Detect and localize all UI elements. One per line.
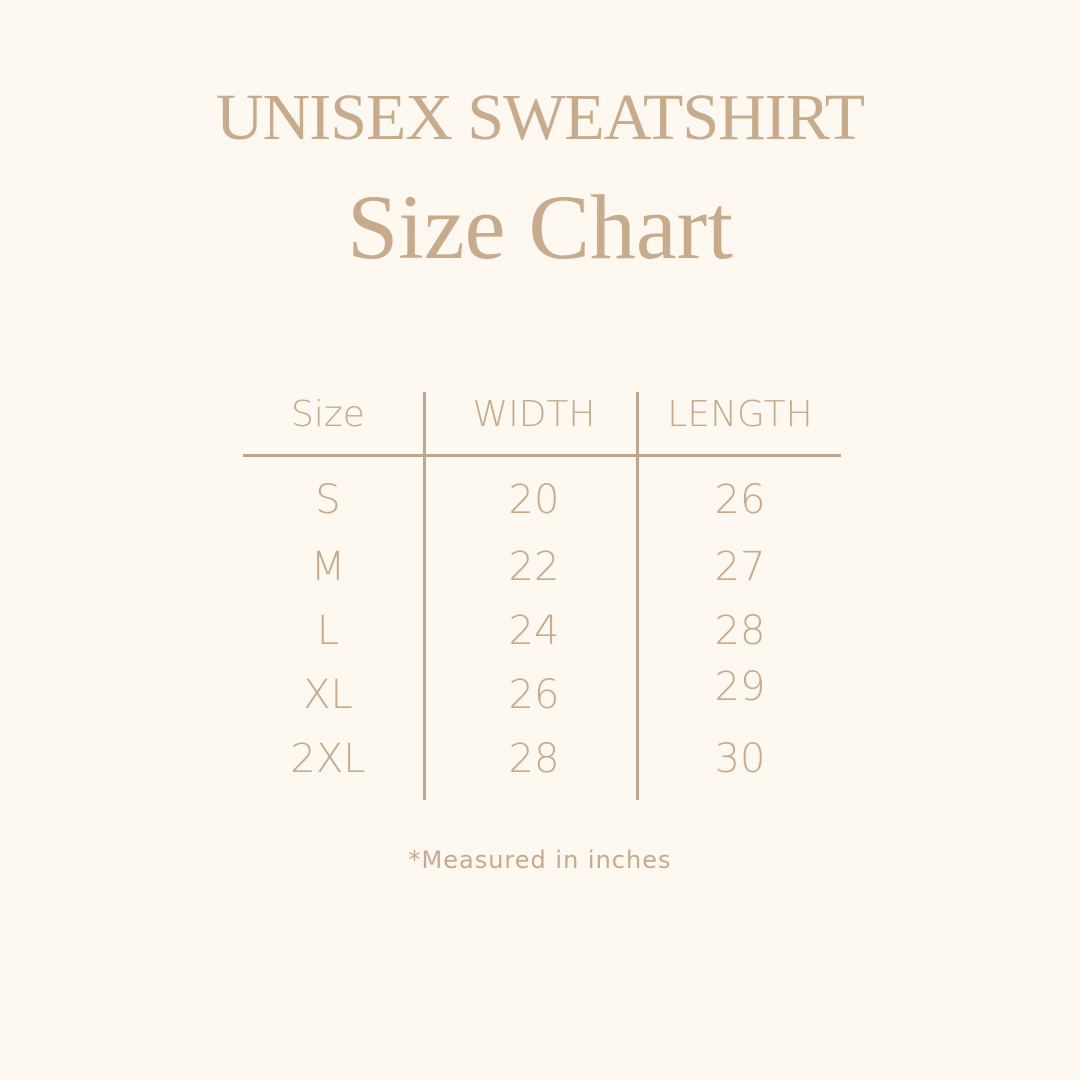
cell-length: 29 <box>714 664 766 710</box>
cell-size: 2XL <box>290 736 366 782</box>
cell-length: 26 <box>714 477 766 523</box>
cell-width: 24 <box>508 608 560 654</box>
cell-size: L <box>316 608 340 654</box>
header-width: WIDTH <box>472 394 596 435</box>
column-divider <box>636 392 639 800</box>
cell-size: S <box>315 477 341 523</box>
cell-length: 30 <box>714 736 766 782</box>
header-divider <box>243 454 841 457</box>
header-size: Size <box>291 394 365 435</box>
cell-size: XL <box>303 672 353 718</box>
column-divider <box>423 392 426 800</box>
header-length: LENGTH <box>667 394 813 435</box>
measurement-note: *Measured in inches <box>408 846 672 874</box>
page-title: Size Chart <box>347 176 733 278</box>
product-title: UNISEX SWEATSHIRT <box>215 81 865 154</box>
cell-length: 27 <box>714 544 766 590</box>
cell-width: 20 <box>508 477 560 523</box>
cell-width: 28 <box>508 736 560 782</box>
cell-size: M <box>310 544 346 590</box>
cell-length: 28 <box>714 608 766 654</box>
cell-width: 26 <box>508 672 560 718</box>
cell-width: 22 <box>508 544 560 590</box>
